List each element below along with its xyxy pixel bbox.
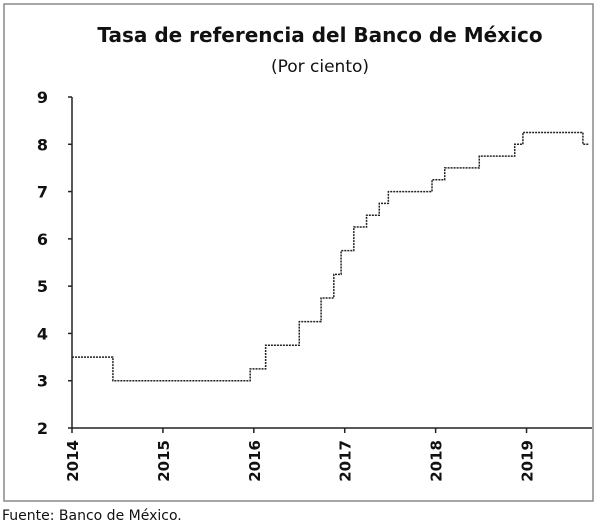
y-tick-label: 6	[37, 230, 48, 249]
x-tick-label: 2015	[155, 440, 173, 482]
x-tick-label: 2018	[428, 440, 446, 482]
rate-line	[72, 131, 589, 382]
y-tick-label: 5	[37, 277, 48, 296]
y-tick-label: 7	[37, 183, 48, 202]
x-tick-label: 2016	[246, 440, 264, 482]
x-tick-label: 2019	[519, 440, 537, 482]
x-tick-label: 2014	[64, 440, 82, 482]
y-tick-label: 2	[37, 419, 48, 438]
y-tick-label: 9	[37, 88, 48, 107]
chart-subtitle: (Por ciento)	[271, 57, 369, 77]
y-tick-label: 4	[37, 324, 48, 343]
source-note: Fuente: Banco de México.	[2, 508, 182, 524]
x-tick-label: 2017	[337, 440, 355, 482]
chart-frame	[3, 3, 594, 502]
chart-title: Tasa de referencia del Banco de México	[97, 23, 542, 47]
y-tick-label: 3	[37, 372, 48, 391]
y-tick-label: 8	[37, 135, 48, 154]
